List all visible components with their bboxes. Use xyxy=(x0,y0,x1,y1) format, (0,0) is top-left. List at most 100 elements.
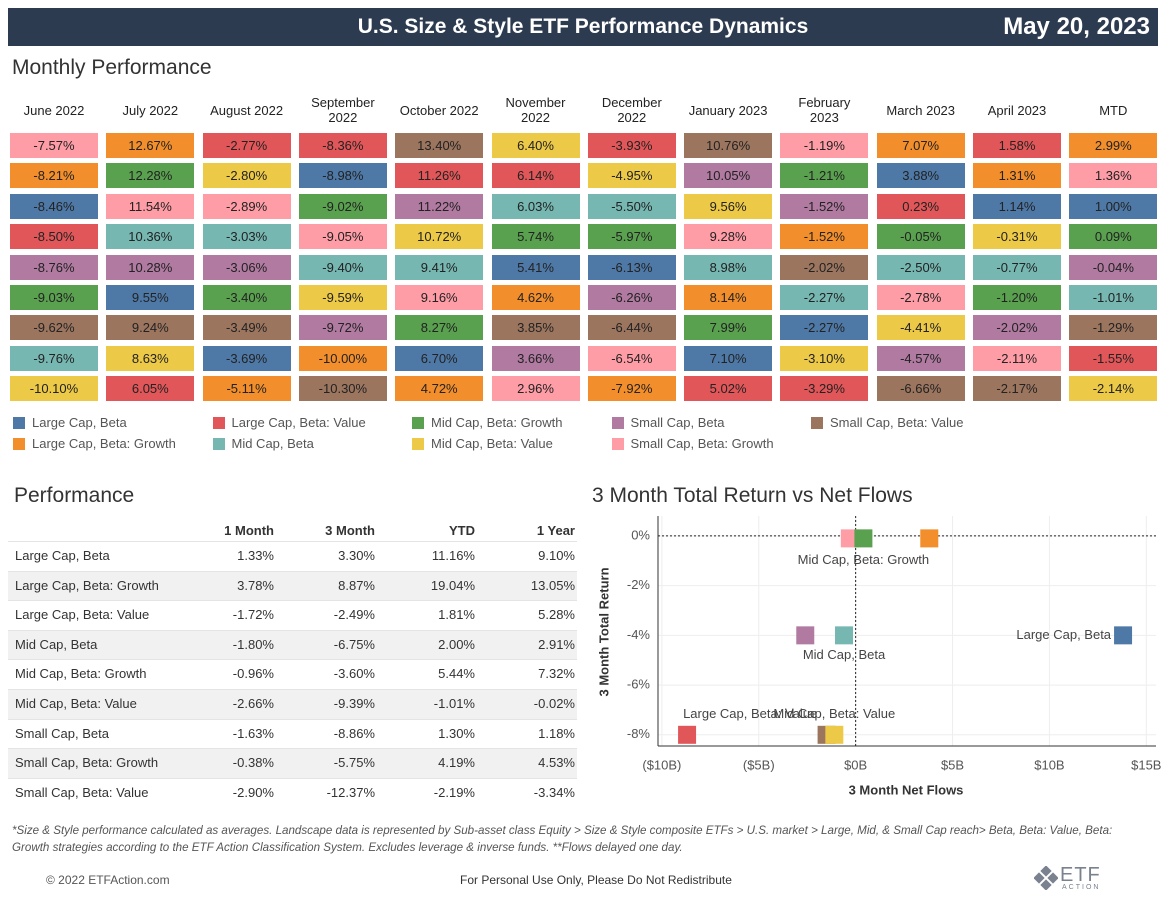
row-label: Mid Cap, Beta: Growth xyxy=(15,666,147,682)
column-header: September 2022 xyxy=(299,90,387,130)
row-label: Large Cap, Beta: Value xyxy=(15,607,150,623)
column-header: February 2023 xyxy=(780,90,868,130)
heat-cell: 10.36% xyxy=(106,224,195,250)
legend-swatch xyxy=(13,438,25,450)
row-label: Large Cap, Beta: Growth xyxy=(15,577,159,593)
heat-cell: -8.36% xyxy=(298,133,387,158)
table-cell: -3.34% xyxy=(533,784,575,800)
heat-cell: -2.02% xyxy=(973,315,1061,341)
table-cell: -6.75% xyxy=(333,636,375,652)
table-row xyxy=(8,570,577,601)
heat-cell: -0.77% xyxy=(973,254,1061,280)
y-tick-label: -6% xyxy=(627,677,651,692)
heat-cell: 9.56% xyxy=(684,193,773,219)
column-header: October 2022 xyxy=(395,90,483,130)
heat-cell: -3.10% xyxy=(780,345,869,371)
heat-cell: -2.50% xyxy=(876,254,965,280)
row-label: Small Cap, Beta: Value xyxy=(15,784,149,800)
marker xyxy=(840,529,859,548)
table-cell: -2.90% xyxy=(232,784,274,800)
row-label: Mid Cap, Beta: Value xyxy=(15,696,137,711)
heat-cell: -10.30% xyxy=(298,376,387,402)
heat-cell: -9.03% xyxy=(10,285,98,310)
heat-cell: 1.36% xyxy=(1069,163,1158,189)
heat-cell: -6.44% xyxy=(587,315,676,341)
heat-cell: -1.20% xyxy=(973,285,1061,310)
y-tick-label: 0% xyxy=(631,527,650,542)
table-cell: 5.44% xyxy=(438,666,475,682)
table-cell: -3.60% xyxy=(333,666,375,682)
heat-cell: -6.26% xyxy=(587,285,676,310)
heat-cell: -2.02% xyxy=(780,254,869,280)
legend-swatch xyxy=(811,417,823,429)
table-cell: -1.63% xyxy=(232,725,274,741)
heat-cell: 12.28% xyxy=(106,163,195,189)
column-header: November 2022 xyxy=(492,90,580,130)
heat-cell: -9.40% xyxy=(298,254,387,280)
heat-cell: 1.14% xyxy=(973,193,1061,219)
heat-cell: -3.69% xyxy=(202,345,291,371)
heat-cell: 3.85% xyxy=(491,315,580,341)
x-axis-title: 3 Month Net Flows xyxy=(849,782,964,797)
heat-cell: 4.62% xyxy=(491,285,580,310)
heat-cell: 7.07% xyxy=(876,133,965,158)
page-title: U.S. Size & Style ETF Performance Dynami… xyxy=(357,15,809,38)
heat-cell: 10.72% xyxy=(395,224,484,250)
table-row xyxy=(8,777,577,808)
heat-cell: -6.66% xyxy=(876,376,965,402)
heat-cell: -4.95% xyxy=(587,163,676,189)
heat-cell: -5.50% xyxy=(587,193,676,219)
heat-cell: -8.98% xyxy=(298,163,387,189)
table-header: 1 Month xyxy=(224,523,274,538)
legend-swatch xyxy=(212,417,225,429)
heat-cell: 5.02% xyxy=(684,376,773,402)
table-cell: 19.04% xyxy=(430,577,475,593)
heat-cell: 9.24% xyxy=(106,315,195,341)
column-header-text: October 2022 xyxy=(399,102,479,118)
legend-swatch xyxy=(212,438,225,450)
heat-cell: -1.55% xyxy=(1069,345,1158,371)
legend-label: Large Cap, Beta xyxy=(32,415,127,430)
table-cell: -8.86% xyxy=(333,725,375,741)
y-axis-title: 3 Month Total Return xyxy=(596,567,611,696)
logo-icon xyxy=(1033,865,1059,891)
table-cell: -0.96% xyxy=(232,666,274,682)
heat-cell: 12.67% xyxy=(106,133,195,158)
legend-swatch xyxy=(412,417,424,429)
legend-label: Small Cap, Beta: Value xyxy=(830,415,964,430)
y-tick-label: -8% xyxy=(627,726,651,741)
heat-cell: -2.89% xyxy=(202,193,291,219)
point-label: Large Cap, Beta: Value xyxy=(683,706,817,721)
logo-text: ETF xyxy=(1060,864,1101,886)
column-header: June 2022 xyxy=(10,90,98,130)
heat-cell: 2.96% xyxy=(491,376,580,402)
table-cell: 2.00% xyxy=(438,636,475,652)
header-bar: U.S. Size & Style ETF Performance Dynami… xyxy=(8,8,1158,46)
table-cell: -9.39% xyxy=(333,696,375,711)
table-row xyxy=(8,748,577,778)
heat-cell: -3.49% xyxy=(202,315,291,341)
column-header-text: September 2022 xyxy=(311,95,375,125)
table-cell: 1.81% xyxy=(438,607,475,623)
table-cell: -2.66% xyxy=(232,696,274,711)
heat-cell: -3.03% xyxy=(202,224,291,250)
legend-swatch xyxy=(611,438,624,450)
heat-cell: -10.10% xyxy=(10,376,98,402)
heat-cell: 4.72% xyxy=(395,376,484,402)
heat-cell: 5.41% xyxy=(491,254,580,280)
legend-swatch xyxy=(611,417,624,429)
heat-cell: -5.97% xyxy=(587,224,676,250)
heat-cell: 7.10% xyxy=(684,345,773,371)
heat-cell: 3.88% xyxy=(876,163,965,189)
heat-cell: 1.31% xyxy=(973,163,1061,189)
legend-label: Large Cap, Beta: Growth xyxy=(32,436,176,451)
column-header: April 2023 xyxy=(973,90,1061,130)
section-title: Monthly Performance xyxy=(12,56,212,79)
table-cell: 4.19% xyxy=(438,755,475,771)
heat-cell: 8.98% xyxy=(684,254,773,280)
heat-cell: 1.58% xyxy=(973,133,1061,158)
table-cell: 1.18% xyxy=(538,725,575,741)
x-tick-label: ($5B) xyxy=(743,757,775,772)
column-header: January 2023 xyxy=(684,90,772,130)
table-cell: 5.28% xyxy=(538,607,575,623)
